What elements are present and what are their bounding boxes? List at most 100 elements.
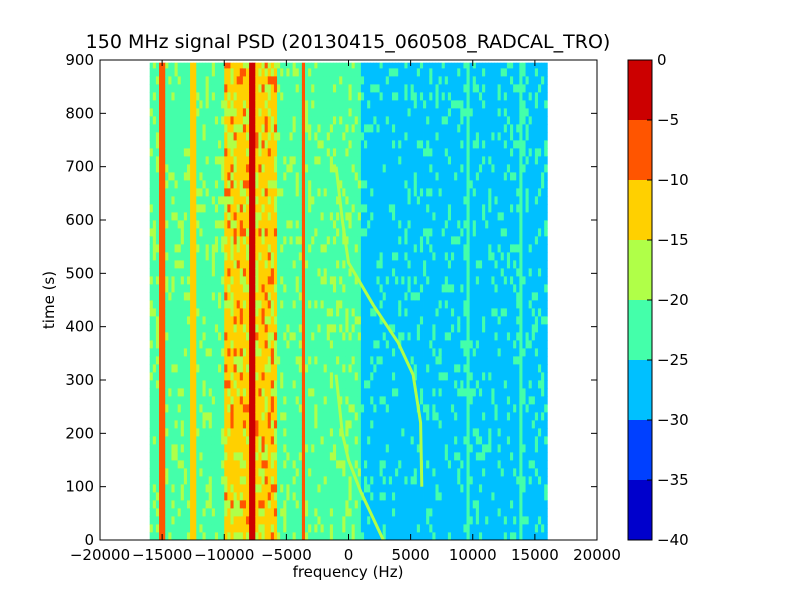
heatmap-cell xyxy=(401,140,405,149)
heatmap-cell xyxy=(342,100,346,109)
heatmap-cell xyxy=(233,372,238,381)
heatmap-cell xyxy=(382,108,387,117)
heatmap-cell xyxy=(295,300,300,309)
heatmap-cell xyxy=(391,500,396,509)
heatmap-cell xyxy=(283,324,287,333)
heatmap-cell xyxy=(242,156,247,165)
heatmap-cell xyxy=(239,196,244,205)
heatmap-cell xyxy=(301,116,306,125)
heatmap-cell xyxy=(233,444,238,453)
heatmap-cell xyxy=(388,468,393,477)
heatmap-cell xyxy=(314,388,318,397)
heatmap-cell xyxy=(233,356,238,365)
heatmap-cell xyxy=(183,356,188,365)
heatmap-cell xyxy=(159,364,163,373)
heatmap-cell xyxy=(295,404,300,413)
heatmap-cell xyxy=(227,468,231,477)
heatmap-cell xyxy=(373,372,377,381)
heatmap-cell xyxy=(236,100,241,109)
heatmap-cell xyxy=(367,228,371,237)
heatmap-cell xyxy=(373,148,377,157)
heatmap-cell xyxy=(239,468,244,477)
heatmap-cell xyxy=(168,316,172,325)
heatmap-cell xyxy=(186,212,191,221)
heatmap-cell xyxy=(199,180,203,189)
heatmap-cell xyxy=(373,68,377,77)
heatmap-cell xyxy=(336,116,340,125)
heatmap-cell xyxy=(252,380,256,389)
heatmap-cell xyxy=(351,252,356,261)
heatmap-cell xyxy=(149,108,154,117)
heatmap-cell xyxy=(391,532,396,541)
heatmap-cell xyxy=(301,124,306,133)
heatmap-cell xyxy=(357,100,362,109)
heatmap-cell xyxy=(339,92,343,101)
heatmap-cell xyxy=(332,84,337,93)
heatmap-cell xyxy=(211,100,216,109)
heatmap-cell xyxy=(277,100,281,109)
heatmap-cell xyxy=(186,244,191,253)
heatmap-cell xyxy=(155,172,160,181)
heatmap-cell xyxy=(199,404,203,413)
heatmap-cell xyxy=(326,404,331,413)
heatmap-cell xyxy=(388,284,393,293)
heatmap-cell xyxy=(273,124,278,133)
heatmap-cell xyxy=(171,252,175,261)
heatmap-cell xyxy=(311,324,315,333)
heatmap-cell xyxy=(205,164,210,173)
heatmap-cell xyxy=(221,372,225,381)
heatmap-cell xyxy=(149,236,154,245)
heatmap-cell xyxy=(258,76,262,85)
heatmap-cell xyxy=(277,492,281,501)
heatmap-cell xyxy=(208,284,213,293)
heatmap-cell xyxy=(364,396,368,405)
heatmap-cell xyxy=(183,508,188,517)
heatmap-cell xyxy=(208,108,213,117)
heatmap-cell xyxy=(289,212,293,221)
heatmap-cell xyxy=(357,492,362,501)
heatmap-cell xyxy=(388,508,393,517)
heatmap-cell xyxy=(208,508,213,517)
heatmap-cell xyxy=(165,220,169,229)
heatmap-cell xyxy=(298,284,303,293)
heatmap-cell xyxy=(267,300,272,309)
heatmap-cell xyxy=(367,300,371,309)
heatmap-cell xyxy=(261,252,266,261)
heatmap-cell xyxy=(199,508,203,517)
heatmap-cell xyxy=(370,532,374,541)
heatmap-cell xyxy=(298,404,303,413)
heatmap-cell xyxy=(395,492,399,501)
heatmap-cell xyxy=(283,436,287,445)
heatmap-cell xyxy=(308,212,312,221)
heatmap-cell xyxy=(336,76,340,85)
heatmap-cell xyxy=(174,164,179,173)
heatmap-cell xyxy=(379,316,384,325)
heatmap-cell xyxy=(317,388,321,397)
heatmap-cell xyxy=(379,444,384,453)
heatmap-cell xyxy=(332,276,337,285)
heatmap-cell xyxy=(261,468,266,477)
heatmap-cell xyxy=(261,492,266,501)
heatmap-cell xyxy=(326,92,331,101)
heatmap-cell xyxy=(180,92,185,101)
heatmap-cell xyxy=(385,388,390,397)
heatmap-cell xyxy=(373,412,377,421)
heatmap-cell xyxy=(227,116,231,125)
heatmap-cell xyxy=(283,212,287,221)
heatmap-cell xyxy=(283,428,287,437)
heatmap-cell xyxy=(317,516,321,525)
heatmap-cell xyxy=(258,436,262,445)
heatmap-cell xyxy=(193,324,197,333)
heatmap-cell xyxy=(261,508,266,517)
heatmap-cell xyxy=(205,508,210,517)
heatmap-cell xyxy=(249,62,253,69)
heatmap-cell xyxy=(205,284,210,293)
heatmap-cell xyxy=(273,484,278,493)
heatmap-cell xyxy=(214,204,219,213)
heatmap-cell xyxy=(267,492,272,501)
heatmap-cell xyxy=(165,524,169,533)
heatmap-cell xyxy=(336,300,340,309)
heatmap-cell xyxy=(398,444,402,453)
heatmap-cell xyxy=(295,444,300,453)
heatmap-cell xyxy=(286,348,290,357)
